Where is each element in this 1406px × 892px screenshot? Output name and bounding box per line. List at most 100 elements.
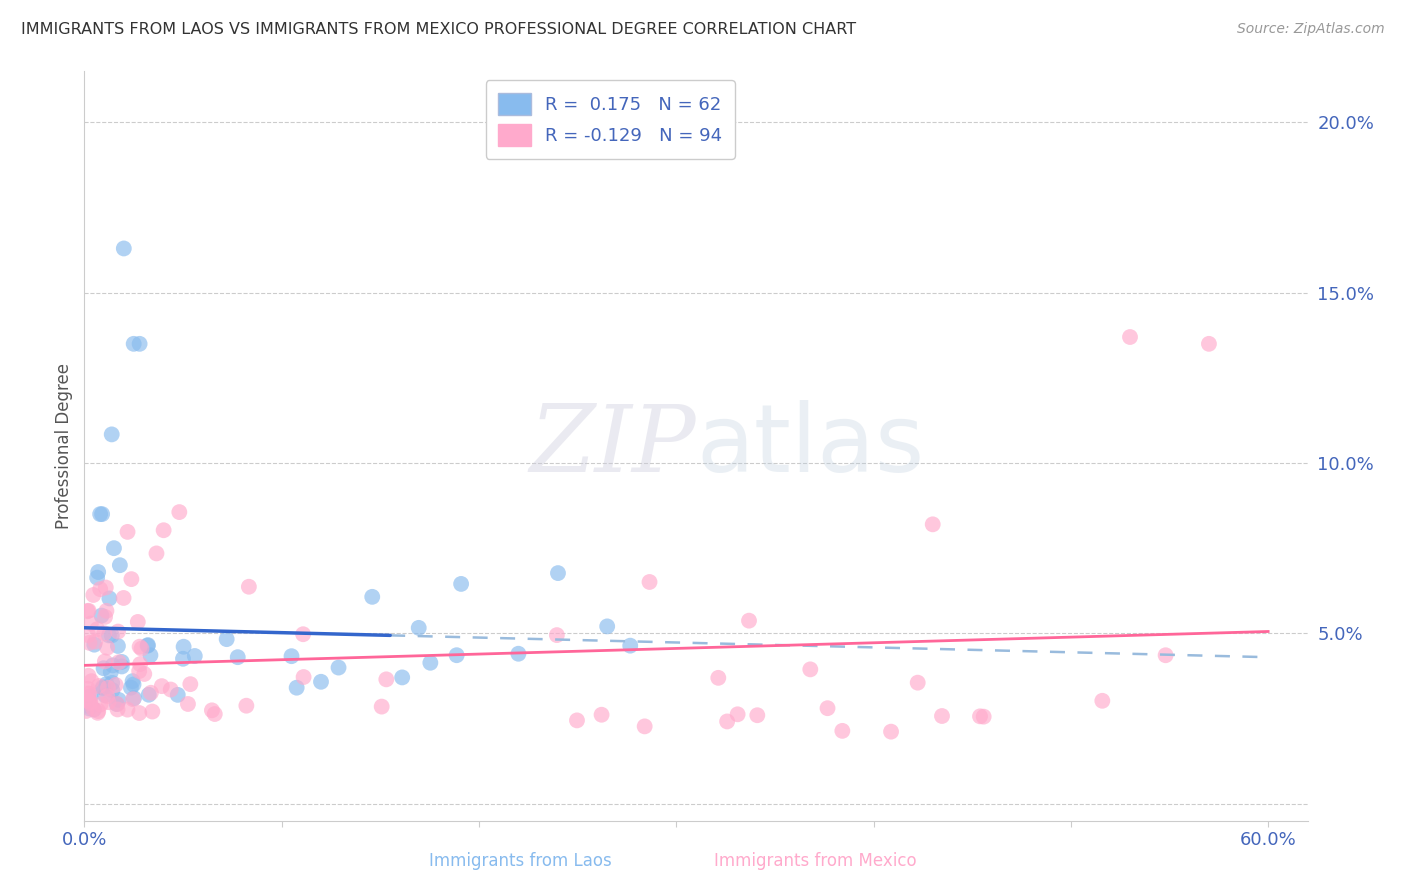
Point: [79, 690, 101, 704]
Point: [172, 652, 194, 666]
Point: [76, 604, 98, 618]
Point: [204, 706, 226, 721]
Point: [96, 677, 118, 691]
Point: [450, 577, 472, 591]
Point: [83, 702, 105, 716]
Point: [120, 681, 142, 695]
Point: [150, 679, 173, 693]
Point: [79, 695, 101, 709]
Point: [86, 622, 108, 636]
Point: [107, 693, 129, 707]
Text: atlas: atlas: [696, 400, 924, 492]
Point: [1119, 330, 1142, 344]
Point: [799, 662, 821, 676]
Point: [128, 664, 150, 678]
Point: [591, 707, 613, 722]
Point: [91, 681, 114, 695]
Point: [105, 697, 128, 711]
Point: [82, 588, 104, 602]
Point: [215, 632, 238, 647]
Point: [880, 724, 903, 739]
Point: [96, 640, 118, 655]
Point: [77, 690, 100, 705]
Point: [184, 648, 207, 663]
Point: [108, 655, 131, 669]
Point: [107, 639, 129, 653]
Text: IMMIGRANTS FROM LAOS VS IMMIGRANTS FROM MEXICO PROFESSIONAL DEGREE CORRELATION C: IMMIGRANTS FROM LAOS VS IMMIGRANTS FROM …: [21, 22, 856, 37]
Text: ZIP: ZIP: [529, 401, 696, 491]
Point: [166, 688, 188, 702]
Point: [565, 714, 588, 728]
Point: [104, 678, 127, 692]
Point: [139, 686, 162, 700]
Point: [973, 709, 995, 723]
Point: [716, 714, 738, 729]
Point: [101, 683, 124, 698]
Point: [141, 705, 163, 719]
Point: [107, 702, 129, 716]
Point: [136, 639, 159, 653]
Point: [75, 704, 97, 718]
Point: [921, 517, 943, 532]
Point: [619, 639, 641, 653]
Point: [94, 654, 117, 668]
Point: [285, 681, 308, 695]
Point: [111, 655, 134, 669]
Point: [419, 656, 441, 670]
Point: [292, 670, 315, 684]
Point: [82, 702, 104, 716]
Point: [159, 682, 181, 697]
Point: [87, 704, 110, 718]
Point: [112, 591, 135, 605]
Point: [87, 679, 110, 693]
Point: [101, 658, 124, 673]
Point: [84, 634, 107, 648]
Point: [76, 693, 98, 707]
Point: [361, 590, 384, 604]
Point: [122, 677, 145, 691]
Point: [173, 640, 195, 654]
Point: [831, 723, 853, 738]
Point: [969, 709, 991, 723]
Point: [100, 628, 122, 642]
Point: [128, 706, 150, 720]
Point: [201, 703, 224, 717]
Point: [93, 626, 115, 640]
Text: Immigrants from Mexico: Immigrants from Mexico: [714, 852, 917, 870]
Point: [111, 659, 134, 673]
Point: [596, 619, 619, 633]
Point: [707, 671, 730, 685]
Point: [100, 665, 122, 680]
Point: [79, 636, 101, 650]
Point: [94, 581, 117, 595]
Y-axis label: Professional Degree: Professional Degree: [55, 363, 73, 529]
Point: [93, 661, 115, 675]
Point: [97, 681, 120, 695]
Point: [79, 696, 101, 710]
Point: [226, 650, 249, 665]
Point: [391, 670, 413, 684]
Text: Immigrants from Laos: Immigrants from Laos: [429, 852, 612, 870]
Point: [94, 610, 117, 624]
Point: [238, 580, 260, 594]
Point: [446, 648, 468, 663]
Point: [280, 649, 302, 664]
Point: [89, 582, 111, 596]
Point: [80, 674, 103, 689]
Point: [1198, 336, 1220, 351]
Point: [76, 698, 98, 713]
Point: [129, 657, 152, 672]
Point: [117, 703, 139, 717]
Point: [138, 688, 160, 702]
Point: [86, 571, 108, 585]
Point: [97, 695, 120, 709]
Point: [508, 647, 530, 661]
Point: [292, 627, 315, 641]
Point: [77, 701, 100, 715]
Point: [139, 648, 162, 663]
Point: [80, 616, 103, 631]
Point: [128, 336, 150, 351]
Point: [177, 697, 200, 711]
Legend: R =  0.175   N = 62, R = -0.129   N = 94: R = 0.175 N = 62, R = -0.129 N = 94: [485, 80, 735, 159]
Point: [105, 697, 128, 711]
